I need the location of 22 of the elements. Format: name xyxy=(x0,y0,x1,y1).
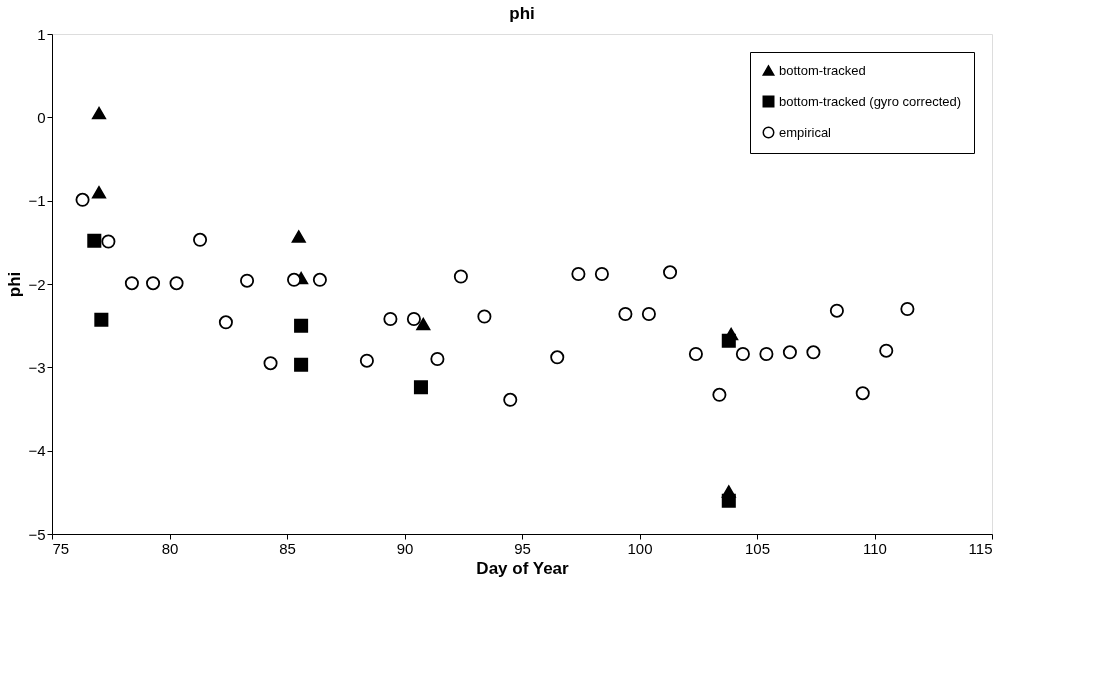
legend-label: empirical xyxy=(779,124,832,140)
y-tick-label: −4 xyxy=(28,442,46,460)
y-tick-label: −2 xyxy=(28,275,46,293)
x-tick-label: 75 xyxy=(52,539,70,557)
x-tick-label: 115 xyxy=(968,539,993,557)
x-tick-label: 105 xyxy=(744,539,771,557)
legend-label: bottom-tracked (gyro corrected) xyxy=(779,93,962,109)
y-tick-label: −3 xyxy=(28,358,46,376)
x-tick-label: 110 xyxy=(863,539,887,557)
y-axis-title: phi xyxy=(5,271,25,298)
x-tick-label: 95 xyxy=(514,539,531,557)
x-tick-label: 80 xyxy=(161,539,179,557)
y-tick-label: 0 xyxy=(37,108,46,126)
legend-label: bottom-tracked xyxy=(779,62,866,78)
x-tick-label: 85 xyxy=(279,539,296,557)
x-tick-label: 90 xyxy=(396,539,414,557)
x-axis-title: Day of Year xyxy=(476,558,570,578)
y-tick-label: 1 xyxy=(37,25,46,43)
chart-title: phi xyxy=(509,4,535,23)
y-tick-label: −1 xyxy=(28,192,46,210)
y-tick-label: −5 xyxy=(28,525,46,543)
x-tick-label: 100 xyxy=(627,539,653,557)
